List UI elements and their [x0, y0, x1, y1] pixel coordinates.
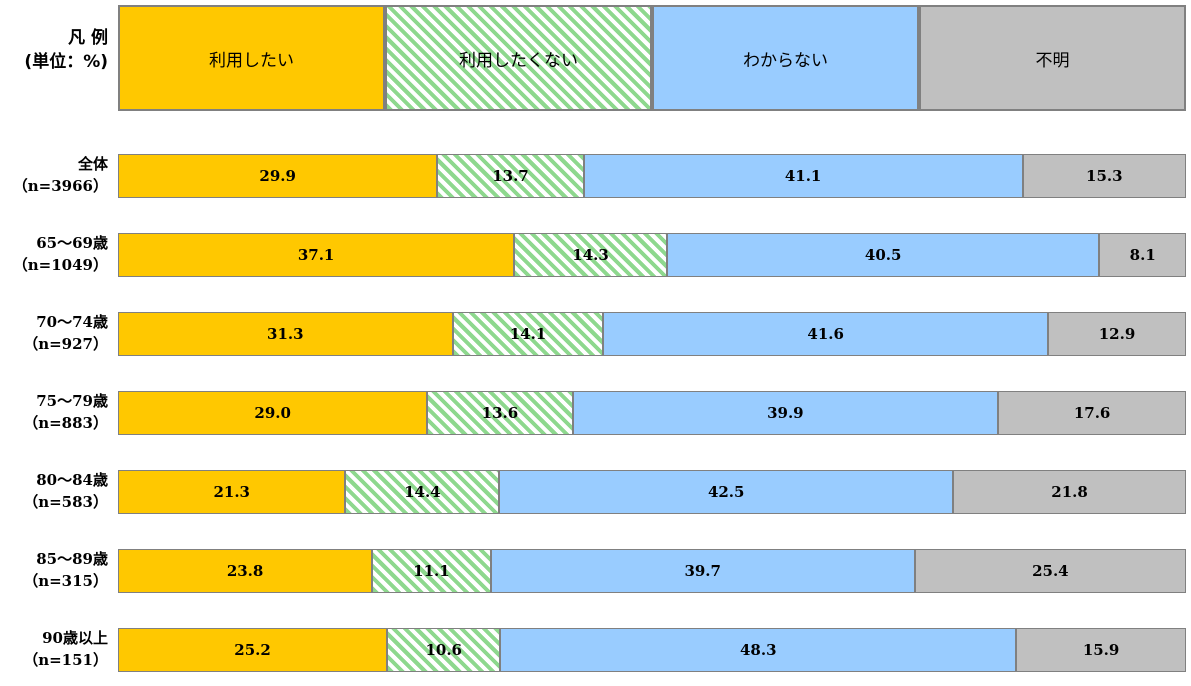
bar-segment: 15.9 — [1016, 628, 1186, 672]
category-label: 90歳以上 （n=151） — [0, 627, 108, 671]
category-name: 85～89歳 — [36, 550, 108, 568]
category-label: 80～84歳 （n=583） — [0, 469, 108, 513]
category-name: 90歳以上 — [42, 629, 108, 647]
bar-segment: 39.7 — [490, 549, 915, 593]
category-name: 65～69歳 — [36, 234, 108, 252]
legend-title: 凡 例 (単位：%) — [0, 26, 108, 74]
data-label: 15.3 — [1086, 167, 1123, 185]
data-label: 12.9 — [1098, 325, 1136, 343]
bar-segment: 25.2 — [118, 628, 388, 672]
bar-segment: 14.1 — [452, 312, 604, 356]
legend-item-4: 不明 — [919, 5, 1186, 111]
bar-segment: 14.3 — [514, 233, 667, 277]
bar-segment: 13.7 — [437, 154, 584, 198]
data-label: 14.3 — [572, 246, 609, 264]
category-label: 75～79歳 （n=883） — [0, 390, 108, 434]
bar-segment: 41.1 — [583, 154, 1023, 198]
legend-item-2: 利用したくない — [385, 5, 652, 111]
bar-segment: 12.9 — [1048, 312, 1186, 356]
bar-segment: 31.3 — [118, 312, 453, 356]
bar-segment: 14.4 — [345, 470, 500, 514]
data-label: 31.3 — [267, 325, 304, 343]
data-label: 29.0 — [254, 404, 291, 422]
legend-item-3: わからない — [652, 5, 919, 111]
category-sample-size: （n=151） — [23, 651, 108, 669]
bar-segment: 11.1 — [372, 549, 491, 593]
data-label: 21.8 — [1051, 483, 1088, 501]
data-label: 25.2 — [234, 641, 271, 659]
bar-segment: 13.6 — [427, 391, 573, 435]
bar-segment: 41.6 — [603, 312, 1049, 356]
data-label: 42.5 — [707, 483, 745, 501]
bar-segment: 10.6 — [387, 628, 501, 672]
bar-segment: 42.5 — [499, 470, 954, 514]
bar-segment: 37.1 — [118, 233, 515, 277]
data-label: 41.1 — [784, 167, 822, 185]
data-label: 25.4 — [1032, 562, 1069, 580]
bar-segment: 23.8 — [118, 549, 373, 593]
bar-segment: 25.4 — [914, 549, 1186, 593]
data-label: 40.5 — [864, 246, 902, 264]
category-label: 全体 （n=3966） — [0, 153, 108, 197]
category-label: 85～89歳 （n=315） — [0, 548, 108, 592]
data-label: 13.6 — [481, 404, 519, 422]
data-label: 15.9 — [1082, 641, 1120, 659]
category-sample-size: （n=927） — [23, 335, 108, 353]
bar-segment: 15.3 — [1022, 154, 1186, 198]
data-label: 11.1 — [413, 562, 450, 580]
category-sample-size: （n=315） — [23, 572, 108, 590]
data-label: 41.6 — [807, 325, 844, 343]
category-sample-size: （n=883） — [23, 414, 108, 432]
legend-unit-label: (単位：%) — [24, 52, 108, 72]
category-name: 80～84歳 — [36, 471, 108, 489]
data-label: 21.3 — [213, 483, 250, 501]
data-label: 29.9 — [259, 167, 296, 185]
bar-segment: 29.9 — [118, 154, 438, 198]
data-label: 17.6 — [1073, 404, 1111, 422]
data-label: 39.7 — [684, 562, 721, 580]
bar-segment: 21.8 — [953, 470, 1186, 514]
data-label: 8.1 — [1129, 246, 1156, 264]
category-sample-size: （n=3966） — [12, 177, 108, 195]
category-sample-size: （n=1049） — [12, 256, 108, 274]
category-name: 70～74歳 — [36, 313, 108, 331]
category-label: 70～74歳 （n=927） — [0, 311, 108, 355]
bar-segment: 39.9 — [572, 391, 999, 435]
data-label: 14.4 — [404, 483, 441, 501]
bar-segment: 40.5 — [666, 233, 1100, 277]
data-label: 39.9 — [767, 404, 804, 422]
category-name: 75～79歳 — [36, 392, 108, 410]
data-label: 23.8 — [226, 562, 264, 580]
category-name: 全体 — [77, 155, 108, 173]
bar-segment: 29.0 — [118, 391, 428, 435]
legend-item-1: 利用したい — [118, 5, 385, 111]
category-label: 65～69歳 （n=1049） — [0, 232, 108, 276]
bar-segment: 17.6 — [998, 391, 1186, 435]
data-label: 10.6 — [425, 641, 462, 659]
bar-segment: 8.1 — [1099, 233, 1186, 277]
category-sample-size: （n=583） — [23, 493, 108, 511]
bar-segment: 48.3 — [500, 628, 1017, 672]
legend-title-line1: 凡 例 — [68, 28, 108, 48]
bar-segment: 21.3 — [118, 470, 346, 514]
data-label: 37.1 — [297, 246, 335, 264]
data-label: 13.7 — [492, 167, 529, 185]
data-label: 48.3 — [739, 641, 777, 659]
data-label: 14.1 — [509, 325, 547, 343]
